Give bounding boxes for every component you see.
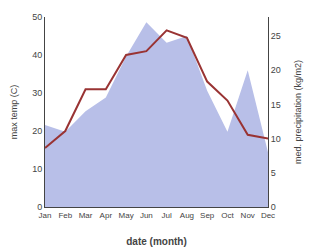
svg-text:15: 15: [271, 100, 281, 110]
svg-text:50: 50: [32, 12, 42, 22]
svg-text:Aug: Aug: [180, 211, 194, 220]
svg-text:Dec: Dec: [261, 211, 275, 220]
svg-text:0: 0: [37, 202, 42, 212]
svg-text:May: May: [119, 211, 134, 220]
svg-text:Sep: Sep: [200, 211, 215, 220]
svg-text:Nov: Nov: [241, 211, 255, 220]
svg-text:10: 10: [32, 164, 42, 174]
svg-text:20: 20: [32, 126, 42, 136]
svg-text:date (month): date (month): [126, 236, 187, 247]
svg-text:30: 30: [32, 88, 42, 98]
svg-text:Jun: Jun: [140, 211, 153, 220]
svg-text:Apr: Apr: [100, 211, 113, 220]
svg-text:Oct: Oct: [221, 211, 234, 220]
svg-text:20: 20: [271, 65, 281, 75]
svg-text:Mar: Mar: [79, 211, 93, 220]
svg-text:max temp (C): max temp (C): [9, 85, 19, 140]
svg-text:Feb: Feb: [58, 211, 72, 220]
svg-text:25: 25: [271, 31, 281, 41]
svg-text:10: 10: [271, 134, 281, 144]
svg-text:0: 0: [271, 202, 276, 212]
svg-text:40: 40: [32, 50, 42, 60]
svg-text:5: 5: [271, 168, 276, 178]
svg-text:Jan: Jan: [39, 211, 52, 220]
svg-text:Jul: Jul: [162, 211, 172, 220]
svg-text:med. precipitation (kg/m2): med. precipitation (kg/m2): [293, 60, 303, 164]
